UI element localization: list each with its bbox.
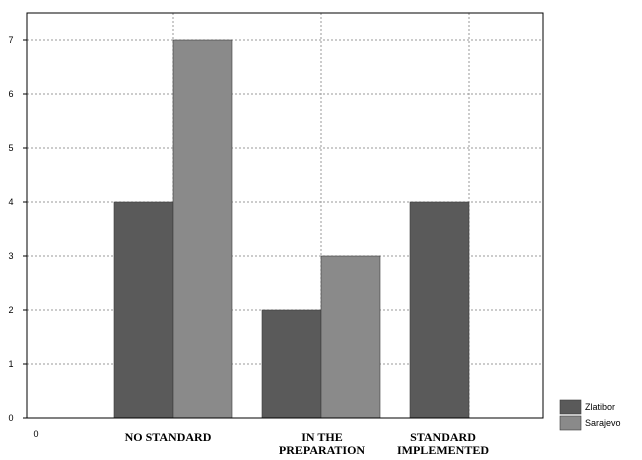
category-label: PREPARATION (279, 443, 366, 457)
y-tick-label: 4 (8, 197, 13, 207)
plot-frame (26, 12, 544, 419)
y-tick-label: 2 (8, 305, 13, 315)
bar-sarajevo-0 (172, 39, 233, 419)
bars (113, 39, 470, 419)
y-tick-label: 3 (8, 251, 13, 261)
y-tick-label: 6 (8, 89, 13, 99)
legend-label-zlatibor: Zlatibor (585, 402, 615, 412)
y-tick-label: 0 (8, 413, 13, 423)
x-origin-label: 0 (33, 429, 38, 439)
legend: Zlatibor Sarajevo (559, 399, 621, 431)
legend-swatch-sarajevo (559, 415, 582, 431)
bar-zlatibor-1 (261, 309, 322, 419)
y-tick-label: 1 (8, 359, 13, 369)
bar-zlatibor-2 (409, 201, 470, 419)
legend-swatch-zlatibor (559, 399, 582, 415)
category-label: STANDARD (410, 430, 476, 444)
y-axis-ticks: 0 1 2 3 4 5 6 7 0 (8, 35, 38, 439)
category-label: NO STANDARD (125, 430, 212, 444)
y-tick-label: 5 (8, 143, 13, 153)
category-label: IMPLEMENTED (397, 443, 489, 457)
category-label: IN THE (301, 430, 342, 444)
legend-label-sarajevo: Sarajevo (585, 418, 621, 428)
bar-zlatibor-0 (113, 201, 174, 419)
y-tick-label: 7 (8, 35, 13, 45)
bar-sarajevo-1 (320, 255, 381, 419)
